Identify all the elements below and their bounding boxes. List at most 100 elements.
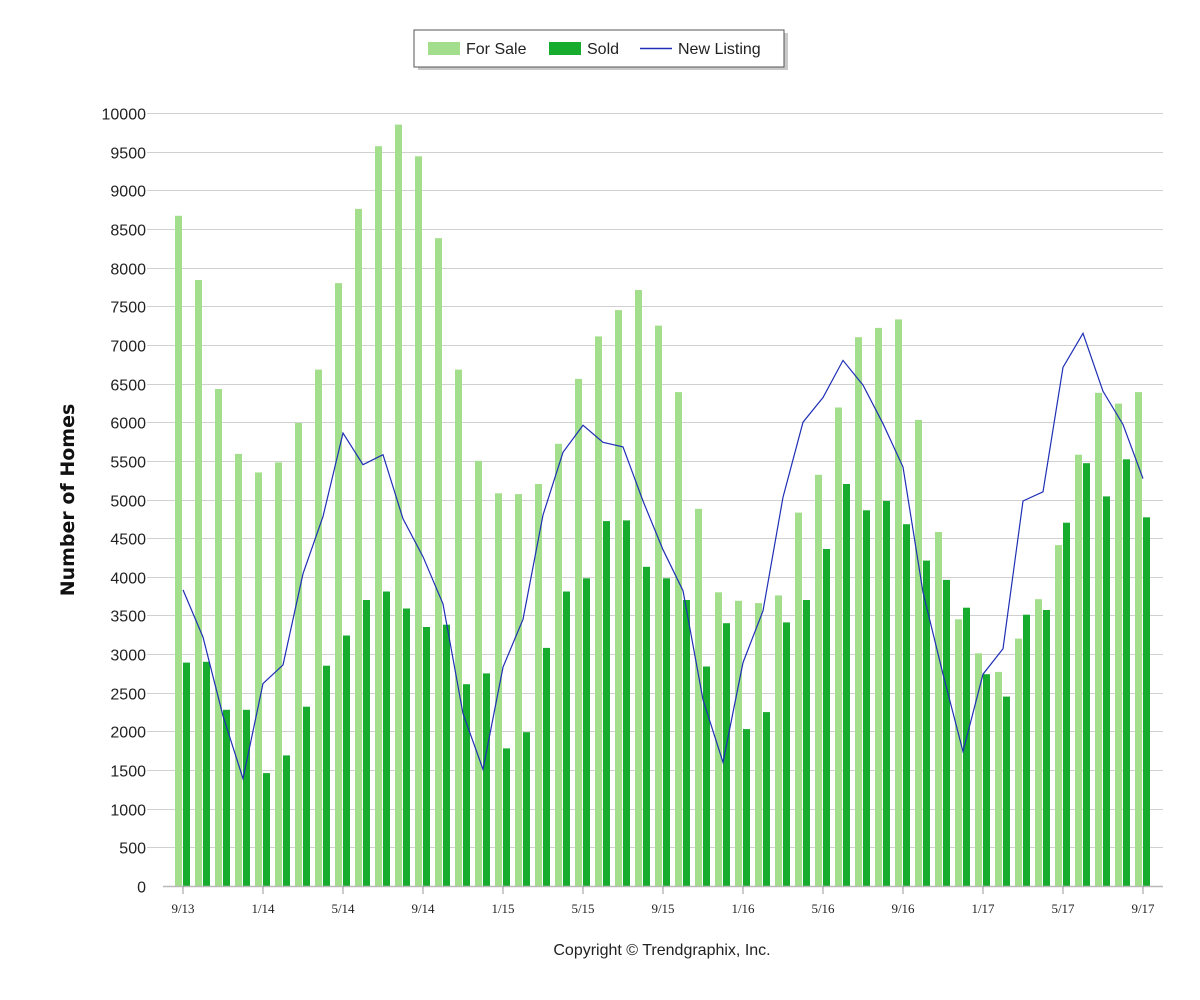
legend-item-new-listing[interactable]: New Listing [640,41,761,58]
bar-for-sale[interactable] [1135,392,1142,886]
bar-for-sale[interactable] [575,378,582,886]
bar-sold[interactable] [603,521,610,886]
bar-for-sale[interactable] [655,325,662,887]
line-new-listing[interactable] [182,331,1144,781]
bar-for-sale[interactable] [915,419,922,886]
bar-sold[interactable] [683,600,690,886]
bar-for-sale[interactable] [475,460,482,886]
bar-sold[interactable] [643,566,650,886]
bar-for-sale[interactable] [375,146,382,886]
bar-for-sale[interactable] [1015,638,1022,886]
bar-for-sale[interactable] [735,600,742,886]
bar-sold[interactable] [203,661,210,886]
bar-sold[interactable] [583,578,590,886]
bar-sold[interactable] [223,709,230,886]
bar-for-sale[interactable] [415,156,422,887]
bar-for-sale[interactable] [895,319,902,886]
bar-sold[interactable] [543,647,550,886]
bar-for-sale[interactable] [775,595,782,886]
bar-sold[interactable] [1023,614,1030,886]
bar-sold[interactable] [803,600,810,886]
bar-for-sale[interactable] [935,532,942,886]
bar-for-sale[interactable] [435,238,442,886]
bar-sold[interactable] [483,673,490,886]
bar-for-sale[interactable] [295,423,302,886]
bar-sold[interactable] [763,712,770,886]
bar-sold[interactable] [1103,496,1110,886]
bar-for-sale[interactable] [795,512,802,886]
bar-for-sale[interactable] [635,290,642,886]
bar-sold[interactable] [463,684,470,886]
bar-sold[interactable] [703,666,710,887]
bar-for-sale[interactable] [335,283,342,887]
bar-sold[interactable] [563,591,570,887]
bar-sold[interactable] [1063,522,1070,886]
bar-sold[interactable] [963,607,970,886]
bar-sold[interactable] [363,600,370,886]
bar-for-sale[interactable] [535,484,542,886]
bar-for-sale[interactable] [355,208,362,886]
bar-sold[interactable] [863,510,870,886]
bar-sold[interactable] [303,706,310,886]
bar-sold[interactable] [283,755,290,886]
bar-for-sale[interactable] [215,389,222,886]
bar-sold[interactable] [723,623,730,886]
bar-for-sale[interactable] [1075,454,1082,886]
bar-for-sale[interactable] [815,474,822,886]
bar-for-sale[interactable] [615,310,622,887]
bar-for-sale[interactable] [875,327,882,886]
bar-sold[interactable] [403,608,410,887]
bar-sold[interactable] [983,674,990,886]
bar-for-sale[interactable] [555,443,562,886]
bar-sold[interactable] [1143,517,1150,886]
bar-for-sale[interactable] [455,369,462,887]
bar-for-sale[interactable] [315,369,322,887]
bar-for-sale[interactable] [995,671,1002,886]
bar-for-sale[interactable] [1055,545,1062,886]
bar-for-sale[interactable] [175,215,182,887]
bar-for-sale[interactable] [515,494,522,886]
bar-sold[interactable] [743,729,750,886]
bar-for-sale[interactable] [235,453,242,886]
legend-item-for-sale[interactable]: For Sale [428,41,527,58]
bar-sold[interactable] [523,732,530,886]
bar-sold[interactable] [843,484,850,886]
bar-sold[interactable] [503,748,510,886]
bar-sold[interactable] [323,665,330,886]
legend-item-sold[interactable]: Sold [549,41,619,58]
bar-for-sale[interactable] [1035,599,1042,886]
bar-sold[interactable] [903,524,910,886]
bar-sold[interactable] [1123,459,1130,886]
bar-for-sale[interactable] [695,508,702,886]
bar-sold[interactable] [263,773,270,886]
bar-sold[interactable] [183,662,190,886]
bar-sold[interactable] [623,520,630,886]
bar-sold[interactable] [1083,463,1090,886]
bar-for-sale[interactable] [275,462,282,886]
bar-for-sale[interactable] [595,336,602,886]
bar-for-sale[interactable] [1115,403,1122,886]
bar-for-sale[interactable] [1095,392,1102,886]
bar-sold[interactable] [423,627,430,886]
bar-sold[interactable] [383,591,390,887]
bar-sold[interactable] [1003,696,1010,886]
bar-sold[interactable] [883,501,890,886]
bar-for-sale[interactable] [715,592,722,886]
bar-sold[interactable] [1043,610,1050,886]
bar-for-sale[interactable] [255,472,262,886]
bar-sold[interactable] [923,560,930,886]
bar-sold[interactable] [943,579,950,886]
bar-sold[interactable] [783,622,790,886]
bar-sold[interactable] [663,578,670,886]
bar-sold[interactable] [243,709,250,886]
bar-sold[interactable] [823,549,830,886]
bar-for-sale[interactable] [195,280,202,886]
bar-for-sale[interactable] [755,603,762,886]
bar-sold[interactable] [343,635,350,887]
bar-for-sale[interactable] [675,392,682,886]
bar-for-sale[interactable] [835,407,842,887]
bar-sold[interactable] [443,624,450,886]
bar-for-sale[interactable] [855,337,862,886]
bar-for-sale[interactable] [955,619,962,886]
bar-for-sale[interactable] [975,653,982,886]
